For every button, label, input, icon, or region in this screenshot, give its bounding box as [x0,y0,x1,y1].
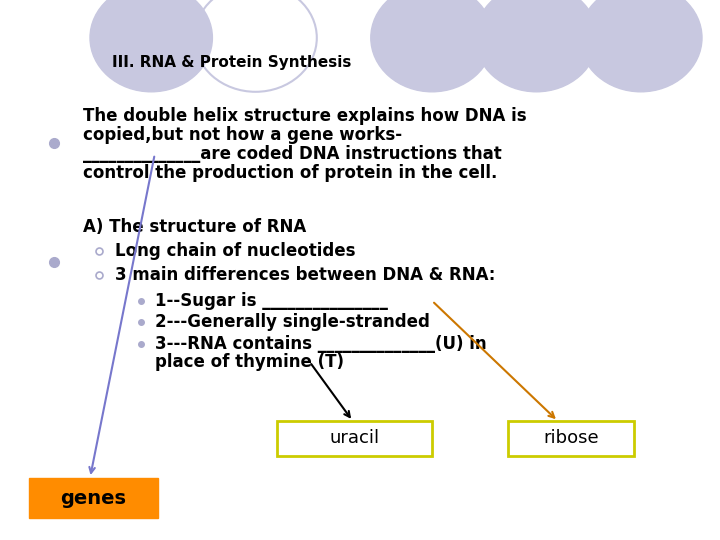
Text: III. RNA & Protein Synthesis: III. RNA & Protein Synthesis [112,55,351,70]
Text: copied,but not how a gene works-: copied,but not how a gene works- [83,126,402,144]
Text: The double helix structure explains how DNA is: The double helix structure explains how … [83,107,526,125]
Text: genes: genes [60,489,127,508]
Ellipse shape [475,0,598,92]
Text: control the production of protein in the cell.: control the production of protein in the… [83,164,498,182]
Text: 2---Generally single-stranded: 2---Generally single-stranded [155,313,430,332]
Ellipse shape [580,0,702,92]
Text: 3---RNA contains ______________(U) in: 3---RNA contains ______________(U) in [155,335,487,353]
Ellipse shape [90,0,212,92]
Text: place of thymine (T): place of thymine (T) [155,353,344,371]
Text: 1--Sugar is _______________: 1--Sugar is _______________ [155,292,387,310]
Text: A) The structure of RNA: A) The structure of RNA [83,218,306,236]
Text: ribose: ribose [543,429,599,448]
Text: uracil: uracil [329,429,379,448]
FancyBboxPatch shape [29,478,158,518]
FancyBboxPatch shape [277,421,432,456]
FancyBboxPatch shape [508,421,634,456]
Ellipse shape [371,0,493,92]
Text: Long chain of nucleotides: Long chain of nucleotides [115,242,356,260]
Text: ______________are coded DNA instructions that: ______________are coded DNA instructions… [83,145,502,163]
Text: 3 main differences between DNA & RNA:: 3 main differences between DNA & RNA: [115,266,495,285]
